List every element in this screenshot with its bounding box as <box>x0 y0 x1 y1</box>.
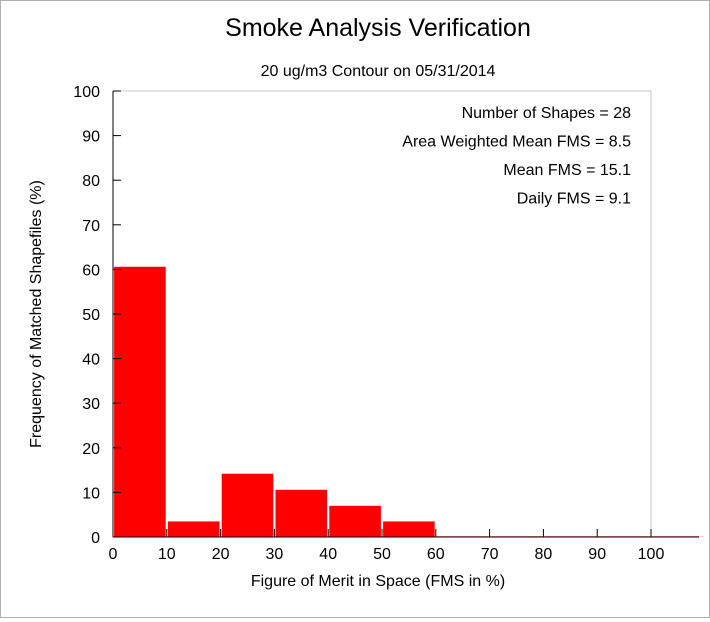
stats-annotation: Area Weighted Mean FMS = 8.5 <box>402 134 631 151</box>
stats-annotation: Daily FMS = 9.1 <box>517 191 631 208</box>
x-tick-label: 30 <box>266 546 284 563</box>
x-tick-label: 40 <box>319 546 337 563</box>
y-tick-label: 0 <box>91 530 100 547</box>
x-tick-label: 80 <box>535 546 553 563</box>
plot-border <box>112 90 652 538</box>
x-tick-label: 10 <box>158 546 176 563</box>
chart-subtitle: 20 ug/m3 Contour on 05/31/2014 <box>261 63 496 80</box>
chart-title: Smoke Analysis Verification <box>225 14 531 42</box>
histogram-bar <box>328 504 382 538</box>
y-tick-label: 80 <box>82 173 100 190</box>
y-tick-label: 60 <box>82 262 100 279</box>
y-tick-label: 30 <box>82 396 100 413</box>
y-tick-label: 20 <box>82 441 100 458</box>
stats-annotations: Number of Shapes = 28 Area Weighted Mean … <box>402 105 631 208</box>
x-tick-label: 0 <box>109 546 118 563</box>
x-tick-label: 20 <box>212 546 230 563</box>
plot-area: 0 10 20 30 40 50 60 70 80 90 100 0 10 20 30 40 50 60 70 80 9… <box>73 84 705 563</box>
y-tick-label: 90 <box>82 129 100 146</box>
x-tick-label: 100 <box>638 546 665 563</box>
histogram-bar <box>113 265 167 538</box>
histogram-bar <box>220 472 275 538</box>
y-tick-label: 50 <box>82 307 100 324</box>
x-axis-label: Figure of Merit in Space (FMS in %) <box>251 573 505 590</box>
histogram-bar <box>166 520 221 538</box>
y-tick-label: 40 <box>82 352 100 369</box>
x-tick-label: 60 <box>427 546 445 563</box>
y-axis-label: Frequency of Matched Shapefiles (%) <box>28 180 45 448</box>
histogram-bar <box>274 488 329 538</box>
x-tick-label: 70 <box>481 546 499 563</box>
y-tick-label: 70 <box>82 218 100 235</box>
stats-annotation: Mean FMS = 15.1 <box>503 162 631 179</box>
histogram-bar <box>382 520 436 538</box>
stats-annotation: Number of Shapes = 28 <box>462 105 632 122</box>
x-tick-label: 90 <box>588 546 606 563</box>
x-tick-label: 50 <box>373 546 391 563</box>
y-tick-label: 10 <box>82 485 100 502</box>
y-tick-label: 100 <box>73 84 100 101</box>
